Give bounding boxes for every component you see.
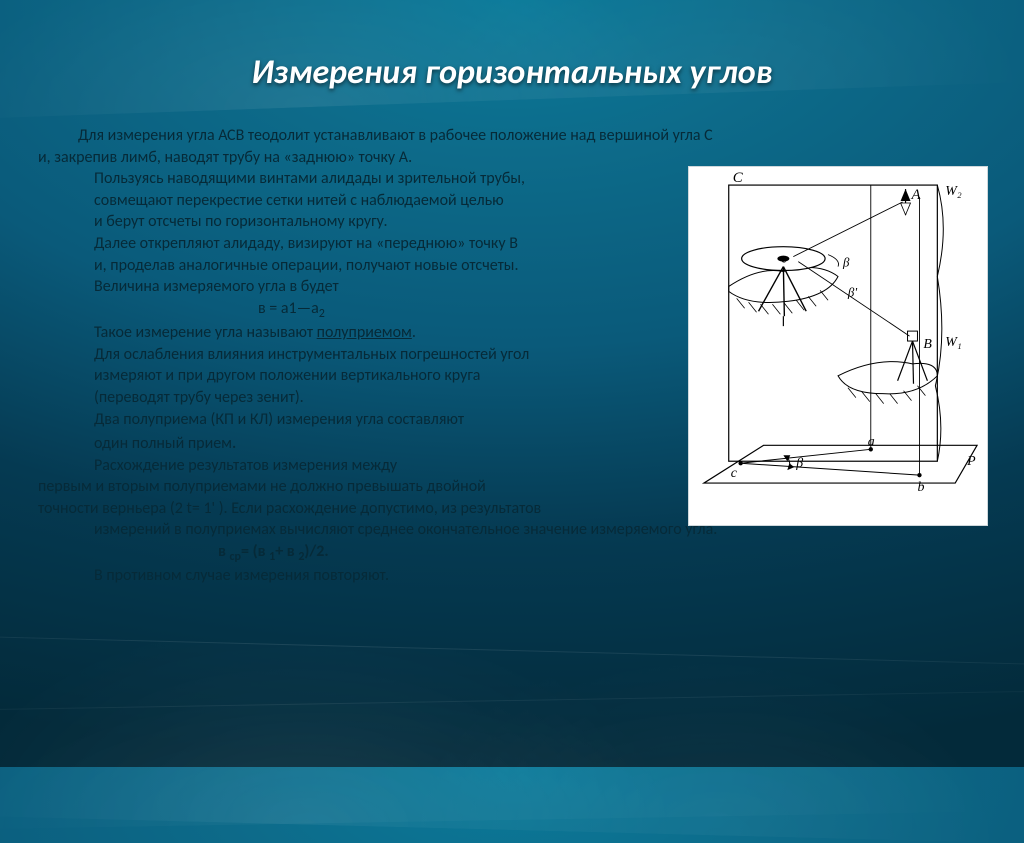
para-6: Далее открепляют алидаду, визируют на «п… <box>38 233 994 255</box>
para-5: и берут отсчеты по горизонтальному кругу… <box>38 211 994 233</box>
formula-1-main: в = a1—a <box>258 299 319 318</box>
para-18: измерений в полуприемах вычисляют средне… <box>38 519 994 541</box>
para-9: Такое измерение угла называют полуприемо… <box>38 322 994 344</box>
para-4: совмещают перекрестие сетки нитей с набл… <box>38 190 994 212</box>
f2-mid2: + в <box>275 542 298 561</box>
para-2: и, закрепив лимб, наводят трубу на «задн… <box>38 147 994 169</box>
f2-pre: в <box>218 542 230 561</box>
para-17: точности верньера (2 t= 1' ). Если расхо… <box>38 498 994 520</box>
para-7: и, проделав аналогичные операции, получа… <box>38 255 994 277</box>
formula-1-sub: 2 <box>319 307 325 321</box>
para-14a: один полный прием <box>94 434 232 453</box>
formula-1: в = a1—a2 <box>38 298 994 322</box>
slide-title: Измерения горизонтальных углов <box>0 52 1024 93</box>
f2-s1: ср <box>230 550 241 564</box>
para-16: первым и вторым полуприемами не должно п… <box>38 476 994 498</box>
formula-2: в ср= (в 1+ в 2)/2. <box>38 541 994 565</box>
para-9a: Такое измерение угла называют <box>94 323 317 342</box>
para-14b: . <box>232 431 237 453</box>
f2-end: )/2. <box>304 542 328 561</box>
para-13: Два полуприема (КП и КЛ) измерения угла … <box>38 409 994 431</box>
para-11: измеряют и при другом положении вертикал… <box>38 365 994 387</box>
bg-wave-3 <box>0 691 1024 829</box>
para-14: один полный прием. <box>38 430 994 455</box>
f2-mid: = (в <box>241 542 269 561</box>
para-12: (переводят трубу через зенит). <box>38 387 994 409</box>
para-9b: полуприемом <box>317 323 412 342</box>
para-10: Для ослабления влияния инструментальных … <box>38 344 994 366</box>
para-15: Расхождение результатов измерения между <box>38 455 994 477</box>
para-1: Для измерения угла АСВ теодолит устанавл… <box>38 125 994 147</box>
para-3: Пользуясь наводящими винтами алидады и з… <box>38 168 994 190</box>
para-9c: . <box>412 323 416 342</box>
slide-body: Для измерения угла АСВ теодолит устанавл… <box>38 125 994 587</box>
para-19: В противном случае измерения повторяют. <box>38 565 994 587</box>
para-8: Величина измеряемого угла в будет <box>38 276 994 298</box>
